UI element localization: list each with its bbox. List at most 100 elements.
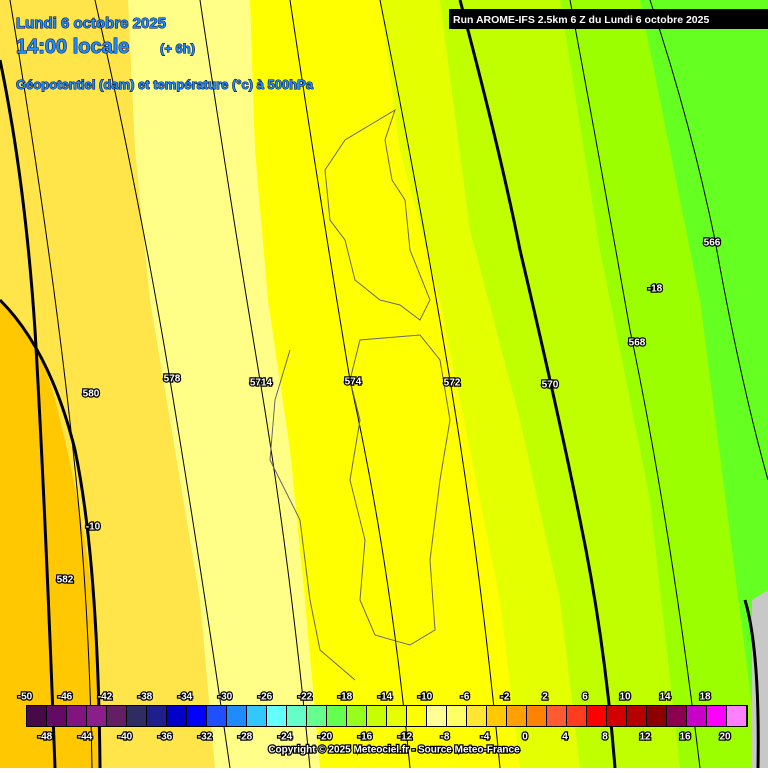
colorbar-label: -48 <box>38 732 53 743</box>
no-data <box>752 590 768 768</box>
colorbar-label: -28 <box>238 732 253 743</box>
contour-label: 570 <box>542 380 559 391</box>
colorbar-swatch <box>367 706 386 726</box>
colorbar-swatch <box>227 706 246 726</box>
colorbar-label: -42 <box>98 692 113 703</box>
colorbar-swatch <box>687 706 706 726</box>
zone <box>0 300 100 768</box>
contour-label: 5714 <box>250 378 273 389</box>
colorbar-label: -24 <box>278 732 293 743</box>
colorbar-swatch <box>487 706 506 726</box>
colorbar-swatch <box>207 706 226 726</box>
colorbar-swatch <box>107 706 126 726</box>
colorbar-label: -44 <box>78 732 93 743</box>
lead: (+ 6h) <box>160 41 195 56</box>
copyright: Copyright © 2025 Meteociel.fr - Source M… <box>268 745 520 756</box>
colorbar-swatch <box>287 706 306 726</box>
colorbar-label: 8 <box>602 732 608 743</box>
colorbar-label: -20 <box>318 732 333 743</box>
colorbar-label: -32 <box>198 732 213 743</box>
contour-line <box>94 0 231 769</box>
colorbar-label: 4 <box>562 732 568 743</box>
coastline <box>269 108 451 681</box>
colorbar-label: -12 <box>398 732 413 743</box>
run: Run AROME-IFS 2.5km 6 Z du Lundi 6 octob… <box>453 14 709 26</box>
contour-label: 574 <box>345 377 362 388</box>
contour-label: 566 <box>704 238 721 249</box>
colorbar-label: -26 <box>258 692 273 703</box>
colorbar-label: 2 <box>542 692 548 703</box>
colorbar-label: 20 <box>719 732 731 743</box>
contour-line <box>0 298 102 769</box>
colorbar-swatch <box>667 706 686 726</box>
contour-label: 582 <box>57 575 74 586</box>
contour-label: 578 <box>164 374 181 385</box>
colorbar-swatch <box>607 706 626 726</box>
colorbar-label: 0 <box>522 732 528 743</box>
colorbar-label: 16 <box>679 732 691 743</box>
colorbar-swatch <box>567 706 586 726</box>
colorbar-label: -46 <box>58 692 73 703</box>
island <box>324 108 431 321</box>
contour-line <box>569 0 701 769</box>
colorbar-label: -6 <box>461 692 470 703</box>
colorbar-swatch <box>347 706 366 726</box>
colorbar-label: -36 <box>158 732 173 743</box>
island <box>349 334 451 646</box>
colorbar-label: -22 <box>298 692 313 703</box>
colorbar-swatch <box>387 706 406 726</box>
colorbar-swatch <box>47 706 66 726</box>
colorbar-swatch <box>267 706 286 726</box>
colorbar-swatch <box>727 706 746 726</box>
contour-label: -10 <box>86 522 101 533</box>
colorbar-label: -10 <box>418 692 433 703</box>
colorbar-swatch <box>187 706 206 726</box>
field-title: Géopotentiel (dam) et température (°c) à… <box>16 77 314 92</box>
colorbar-label: 14 <box>659 692 671 703</box>
colorbar-swatch <box>327 706 346 726</box>
colorbar-swatch <box>627 706 646 726</box>
colorbar-label: 18 <box>699 692 711 703</box>
colorbar-label: -18 <box>338 692 353 703</box>
colorbar-swatch <box>447 706 466 726</box>
contour-label: 580 <box>83 389 100 400</box>
colorbar-label: 12 <box>639 732 651 743</box>
colorbar-swatch <box>167 706 186 726</box>
run-box <box>449 9 768 29</box>
contour-line <box>743 599 760 769</box>
contour-line <box>199 0 311 769</box>
colorbar-label: -14 <box>378 692 393 703</box>
colorbar-swatch <box>307 706 326 726</box>
time: 14:00 locale <box>16 36 129 58</box>
colorbar-swatch <box>547 706 566 726</box>
colorbar-swatch <box>427 706 446 726</box>
colorbar-label: -30 <box>218 692 233 703</box>
colorbar-label: -38 <box>138 692 153 703</box>
colorbar-label: -16 <box>358 732 373 743</box>
colorbar: -50 -46 -42 -38 -34 -30 -26 -22 -18 -14 -10 -6 -2 2 6 1… <box>17 690 748 744</box>
colorbar-swatch <box>87 706 106 726</box>
colorbar-swatch <box>647 706 666 726</box>
colorbar-swatch <box>407 706 426 726</box>
colorbar-swatch <box>587 706 606 726</box>
colorbar-label: -4 <box>481 732 490 743</box>
colorbar-swatch <box>67 706 86 726</box>
colorbar-label: -2 <box>501 692 510 703</box>
contour-label: 572 <box>444 378 461 389</box>
colorbar-swatch <box>147 706 166 726</box>
contour-label: 568 <box>629 338 646 349</box>
colorbar-label: -34 <box>178 692 193 703</box>
contour-line <box>9 0 93 769</box>
colorbar-swatch <box>467 706 486 726</box>
colorbar-swatch <box>707 706 726 726</box>
colorbar-swatch <box>527 706 546 726</box>
colorbar-label: 6 <box>582 692 588 703</box>
colorbar-swatch <box>507 706 526 726</box>
contour-label: -18 <box>648 284 663 295</box>
colorbar-label: -40 <box>118 732 133 743</box>
contour-line <box>458 0 617 769</box>
colorbar-swatch <box>127 706 146 726</box>
